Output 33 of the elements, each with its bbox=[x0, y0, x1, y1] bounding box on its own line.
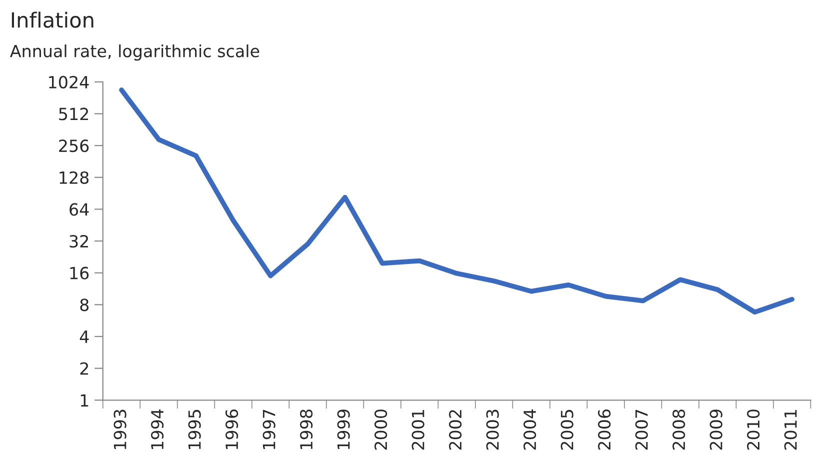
x-tick-label: 2009 bbox=[710, 410, 722, 450]
x-tick-label: 2001 bbox=[412, 410, 424, 450]
x-tick-label: 2008 bbox=[672, 410, 686, 450]
y-tick-label: 8 bbox=[80, 298, 89, 312]
x-tick-label: 2003 bbox=[486, 410, 499, 450]
line-series bbox=[119, 87, 794, 315]
y-tick-label: 128 bbox=[60, 171, 89, 184]
y-tick-label: 64 bbox=[70, 203, 89, 216]
chart-title: Inflation bbox=[12, 12, 94, 28]
chart-subtitle: Annual rate, logarithmic scale bbox=[10, 44, 260, 61]
x-tick-label: 2006 bbox=[598, 410, 611, 450]
x-tick-label: 1998 bbox=[300, 410, 313, 450]
x-tick-label: 2002 bbox=[448, 410, 462, 450]
x-tick-label: 2005 bbox=[560, 410, 574, 450]
x-tick-label: 1993 bbox=[114, 410, 126, 450]
x-tick-label: 1994 bbox=[150, 409, 164, 450]
x-tick-label: 1996 bbox=[225, 410, 238, 450]
y-tick-label: 32 bbox=[70, 234, 88, 248]
y-tick-label: 256 bbox=[59, 140, 89, 152]
y-tick-label: 4 bbox=[80, 330, 89, 343]
x-tick-label: 1995 bbox=[188, 410, 201, 450]
y-tick-label: 1024 bbox=[49, 76, 89, 88]
y-tick-label: 512 bbox=[59, 108, 88, 120]
x-tick-label: 1999 bbox=[337, 410, 350, 450]
x-tick-label: 2000 bbox=[374, 410, 388, 450]
x-tick-label: 2007 bbox=[635, 410, 648, 450]
x-tick-label: 2010 bbox=[747, 410, 760, 450]
y-tick-label: 16 bbox=[70, 266, 89, 280]
y-tick-label: 2 bbox=[80, 362, 88, 375]
x-tick-label: 2004 bbox=[523, 409, 536, 450]
x-tick-label: 2011 bbox=[784, 410, 797, 450]
x-tick-label: 1997 bbox=[262, 410, 276, 450]
y-tick-label: 1 bbox=[80, 394, 88, 406]
